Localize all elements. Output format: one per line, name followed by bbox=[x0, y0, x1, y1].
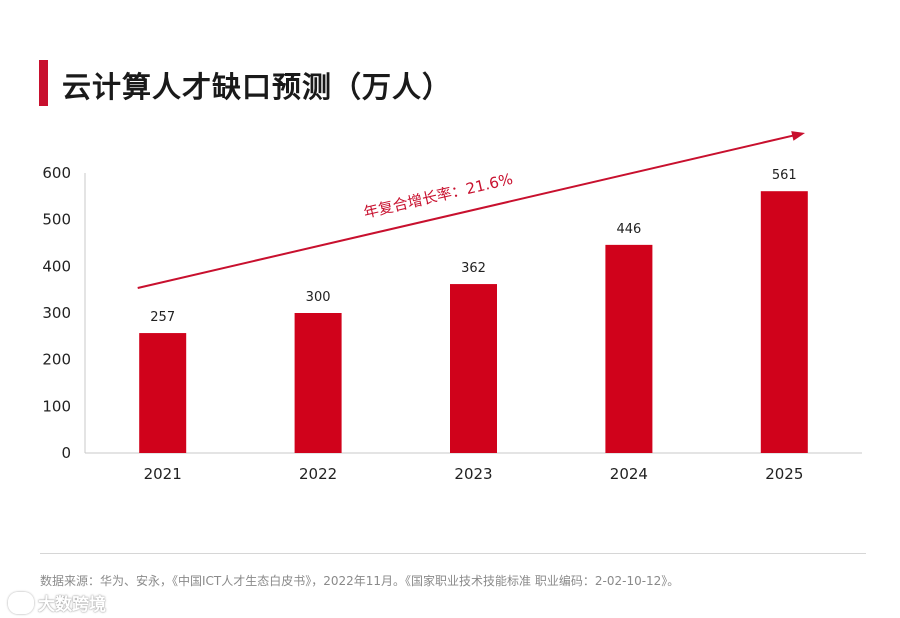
y-tick-label: 300 bbox=[42, 304, 71, 322]
source-note: 数据来源：华为、安永，《中国ICT人才生态白皮书》，2022年11月。《国家职业… bbox=[40, 574, 680, 588]
bar bbox=[605, 244, 653, 453]
bar bbox=[139, 333, 187, 453]
bar-data-label: 561 bbox=[772, 168, 797, 183]
trend-arrow-head bbox=[791, 131, 805, 141]
x-tick-label: 2022 bbox=[299, 465, 337, 483]
y-tick-label: 100 bbox=[42, 397, 71, 415]
y-tick-label: 500 bbox=[42, 211, 71, 229]
y-tick-label: 0 bbox=[61, 444, 71, 462]
bar bbox=[450, 284, 497, 453]
title-accent-bar bbox=[39, 60, 48, 106]
watermark: 大数跨境 bbox=[8, 590, 106, 615]
y-tick-label: 600 bbox=[42, 164, 71, 182]
bar-data-label: 446 bbox=[616, 222, 641, 237]
watermark-logo-icon bbox=[8, 591, 34, 614]
bar-data-label: 300 bbox=[306, 290, 331, 305]
bar bbox=[760, 191, 808, 453]
x-tick-label: 2023 bbox=[454, 465, 492, 483]
y-tick-label: 200 bbox=[42, 351, 71, 369]
growth-rate-annotation: 年复合增长率：21.6% bbox=[362, 170, 515, 222]
watermark-text: 大数跨境 bbox=[38, 595, 106, 615]
x-tick-label: 2021 bbox=[144, 465, 182, 483]
bar-data-label: 257 bbox=[150, 310, 175, 325]
x-tick-label: 2024 bbox=[610, 465, 648, 483]
footer-divider bbox=[40, 553, 866, 554]
trend-arrow-line bbox=[137, 133, 798, 289]
page-title: 云计算人才缺口预测（万人） bbox=[62, 70, 453, 104]
bar bbox=[294, 313, 342, 453]
x-tick-label: 2025 bbox=[765, 465, 803, 483]
bar-data-label: 362 bbox=[461, 261, 486, 276]
y-tick-label: 400 bbox=[42, 257, 71, 275]
